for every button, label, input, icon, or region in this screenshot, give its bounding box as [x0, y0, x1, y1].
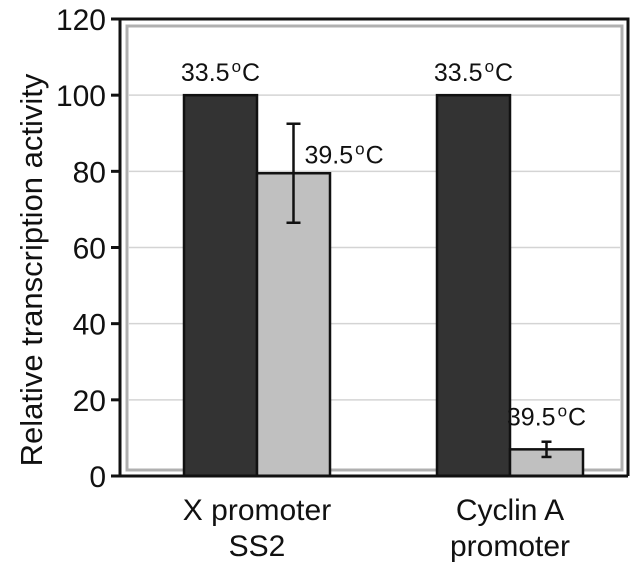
data-label: 39.5 oC	[507, 402, 586, 432]
data-label-degree: o	[355, 140, 364, 159]
data-label-degree: o	[232, 57, 241, 76]
plot-frame	[125, 24, 624, 472]
plot-area	[120, 17, 630, 476]
data-label-degree: o	[485, 57, 494, 76]
data-label-value: 33.5	[181, 59, 230, 87]
y-tick-label: 100	[56, 80, 106, 113]
data-label-value: 39.5	[305, 142, 354, 170]
x-category-label-line2: SS2	[229, 530, 286, 563]
x-category-label-line1: Cyclin A	[456, 494, 564, 527]
data-label-value: 39.5	[507, 404, 556, 432]
y-tick-label: 120	[56, 4, 106, 37]
data-label-unit: C	[242, 59, 260, 87]
y-tick-label: 40	[73, 309, 106, 342]
data-label: 33.5 oC	[434, 57, 513, 87]
x-category-label-line1: X promoter	[183, 494, 331, 527]
x-category-label-line2: promoter	[450, 530, 570, 563]
data-label-unit: C	[366, 142, 384, 170]
data-label-unit: C	[495, 59, 513, 87]
y-tick-label: 80	[73, 156, 106, 189]
plot-border	[120, 17, 630, 476]
bar	[182, 93, 259, 478]
y-tick-label: 20	[73, 385, 106, 418]
bar	[435, 93, 512, 478]
data-label: 39.5 oC	[305, 140, 384, 170]
y-axis-label: Relative transcription activity	[14, 73, 49, 466]
y-tick-labels: 0 20 40 60 80 100 120	[56, 4, 120, 494]
error-bars	[286, 122, 552, 459]
data-label-degree: o	[558, 402, 567, 421]
data-label: 33.5 oC	[181, 57, 260, 87]
data-label-unit: C	[568, 404, 586, 432]
y-tick-label: 0	[89, 461, 106, 494]
y-tick-label: 60	[73, 233, 106, 266]
data-label-value: 33.5	[434, 59, 483, 87]
